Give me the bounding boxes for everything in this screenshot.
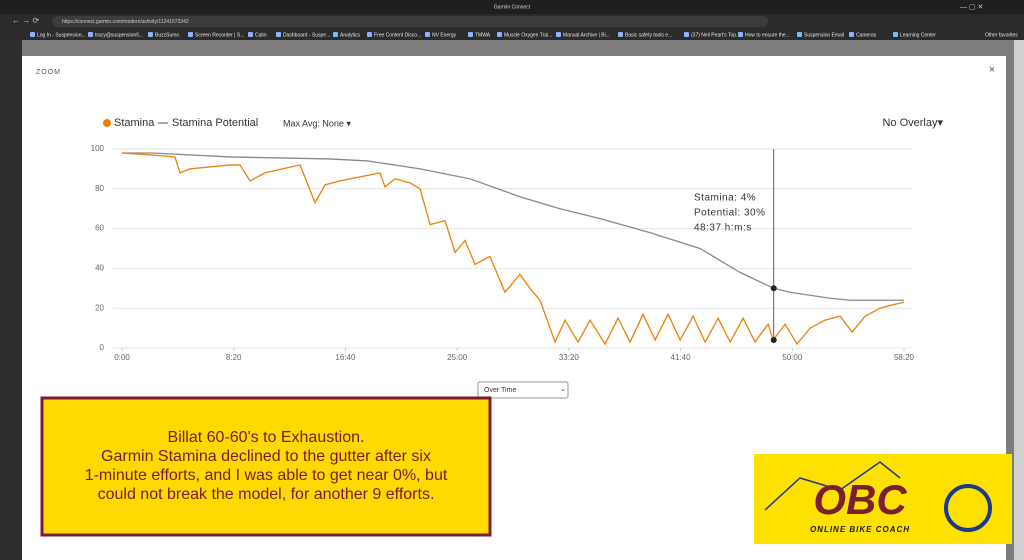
max-avg-select[interactable]: Max Avg: None ▾ (283, 118, 351, 128)
title-bar (0, 0, 1024, 14)
x-tick-label: 41:40 (671, 353, 692, 362)
bookmark[interactable]: Basic safety tools e... (625, 32, 672, 38)
tooltip-point (770, 337, 777, 344)
bookmark-icon (556, 32, 561, 37)
bookmark[interactable]: tracy@suspensionfi... (95, 32, 143, 38)
x-tick-label: 58:20 (894, 353, 915, 362)
y-tick-label: 20 (95, 303, 104, 312)
bookmark-icon (276, 32, 281, 37)
annotation-box (40, 396, 492, 537)
annotation-line: Billat 60-60's to Exhaustion. (168, 429, 365, 446)
legend-label[interactable]: Stamina Potential (172, 117, 258, 129)
bookmark-icon (738, 32, 743, 37)
x-tick-label: 0:00 (114, 353, 130, 362)
window-controls[interactable]: — ▢ ✕ (960, 4, 983, 11)
x-tick-label: 8:20 (226, 353, 242, 362)
url[interactable]: https://connect.garmin.com/modern/activi… (62, 19, 189, 25)
logo-wheel (944, 484, 992, 532)
bookmark[interactable]: Muscle Oxygen Trai... (504, 32, 552, 38)
bookmark[interactable]: Screen Recorder | S... (195, 32, 244, 38)
y-tick-label: 100 (91, 144, 105, 153)
bookmark-icon (893, 32, 898, 37)
annotation: Billat 60-60's to Exhaustion. Garmin Stam… (85, 429, 448, 503)
bookmark-icon (618, 32, 623, 37)
sidebar (0, 40, 22, 560)
bookmark[interactable]: BuzzSumo (155, 32, 179, 38)
dropdown-label[interactable]: Over Time (484, 387, 516, 394)
bookmark-icon (148, 32, 153, 37)
bookmark-icon (684, 32, 689, 37)
y-tick-label: 40 (95, 264, 104, 273)
bookmark-icon (88, 32, 93, 37)
x-tick-label: 25:00 (447, 353, 468, 362)
bookmark-icon (497, 32, 502, 37)
tooltip-text: 48:37 h:m:s (694, 223, 752, 234)
y-tick-label: 80 (95, 184, 104, 193)
other-bookmarks[interactable]: Other favorites (985, 32, 1018, 38)
bookmark-icon (425, 32, 430, 37)
overlay-select[interactable]: No Overlay▾ (882, 117, 943, 129)
x-tick-label: 16:40 (335, 353, 356, 362)
bookmark-icon (849, 32, 854, 37)
address-bar[interactable] (52, 16, 768, 27)
series-line (122, 152, 904, 301)
bookmark[interactable]: How to ensure the... (745, 32, 790, 38)
bookmark-icon (188, 32, 193, 37)
tab-title[interactable]: Garmin Connect (494, 4, 531, 10)
bookmark[interactable]: Dashboard - Suspe... (283, 32, 330, 38)
close-button[interactable]: × (989, 64, 995, 76)
tooltip-text: Potential: 30% (694, 208, 766, 219)
bookmark[interactable]: Calm (255, 32, 267, 38)
bookmark-icon (468, 32, 473, 37)
modal-title: ZOOM (36, 69, 61, 76)
legend-label[interactable]: Stamina (114, 117, 155, 129)
annotation-line: Garmin Stamina declined to the gutter af… (101, 448, 431, 465)
logo-subtitle: ONLINE BIKE COACH (810, 525, 910, 534)
dropdown[interactable] (477, 381, 569, 399)
nav-buttons[interactable]: ← → ⟳ (12, 16, 39, 25)
bookmark-icon (367, 32, 372, 37)
x-tick-label: 33:20 (559, 353, 580, 362)
bookmark[interactable]: Free Content Disco... (374, 32, 421, 38)
y-tick-label: 0 (100, 343, 105, 352)
series-line (121, 152, 905, 346)
legend-marker (103, 119, 111, 127)
scrollbar (1014, 40, 1024, 560)
bookmark[interactable]: Suspension Email (804, 32, 844, 38)
bookmark-icon (30, 32, 35, 37)
bookmark[interactable]: Manual Archive | Bi... (563, 32, 610, 38)
bookmark[interactable]: (37) Neil Peart's Top... (691, 32, 740, 38)
tooltip-text: Stamina: 4% (694, 193, 756, 204)
bookmark-icon (248, 32, 253, 37)
dropdown-arrow: ⌄ (560, 386, 566, 393)
x-tick-label: 50:00 (782, 353, 803, 362)
logo-text: OBC (813, 476, 907, 523)
plot: 0 20 40 60 80 100 0:00 8:20 16:40 25:00 33:20 41:40… (91, 144, 915, 362)
legend: Stamina Stamina Potential (103, 117, 258, 129)
bookmark[interactable]: NV Energy (432, 32, 457, 38)
bookmarks-bar: Log In - Suspension... tracy@suspensionfi… (30, 32, 936, 38)
bookmark-icon (797, 32, 802, 37)
bookmark[interactable]: Learning Center (900, 32, 936, 38)
tooltip-point (770, 285, 777, 292)
annotation-line: 1-minute efforts, and I was able to get … (85, 467, 448, 484)
bookmark[interactable]: Log In - Suspension... (37, 32, 86, 38)
y-tick-label: 60 (95, 224, 104, 233)
bookmark[interactable]: TMWA (475, 32, 491, 38)
logo-mountain (764, 461, 901, 511)
bookmark[interactable]: Analytics (340, 32, 361, 38)
bookmark[interactable]: Cameras (856, 32, 877, 38)
bookmark-icon (333, 32, 338, 37)
annotation-line: could not break the model, for another 9… (98, 486, 435, 503)
